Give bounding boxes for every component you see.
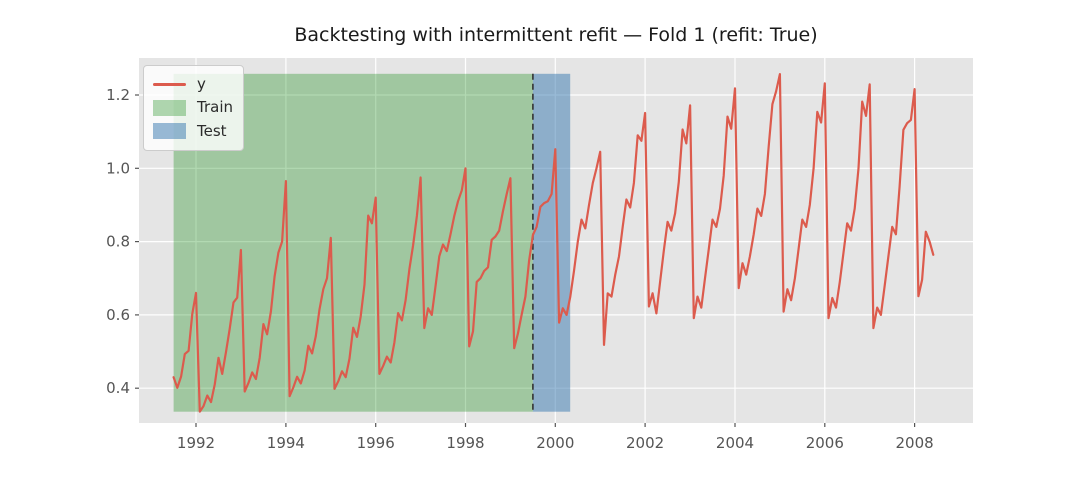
- y-line-swatch-icon: [153, 83, 186, 87]
- test-region: [532, 73, 571, 412]
- y-tick-label: 1.2: [106, 86, 130, 104]
- x-tick-label: 2000: [536, 434, 574, 452]
- x-tick-label: 1994: [267, 434, 305, 452]
- y-tick-label: 0.8: [106, 233, 130, 251]
- x-tick-label: 2002: [626, 434, 664, 452]
- legend-label-y: y: [197, 75, 206, 94]
- x-tick-label: 1992: [177, 434, 215, 452]
- legend: y Train Test: [143, 65, 244, 151]
- y-tick-label: 0.6: [106, 306, 130, 324]
- legend-item-test: Test: [153, 120, 234, 143]
- train-patch-swatch-icon: [153, 99, 186, 116]
- legend-label-train: Train: [197, 98, 233, 117]
- x-tick-label: 2008: [896, 434, 934, 452]
- legend-item-y: y: [153, 73, 234, 96]
- plot-area: 1992 1994 1996 1998 2000 2002 2004 2006 2008 0.4 0…: [106, 58, 973, 452]
- legend-item-train: Train: [153, 96, 234, 119]
- x-tick-label: 1996: [357, 434, 395, 452]
- x-tick-label: 1998: [446, 434, 484, 452]
- y-tick-label: 0.4: [106, 379, 130, 397]
- x-tick-label: 2004: [716, 434, 754, 452]
- test-patch-swatch-icon: [153, 123, 186, 140]
- legend-label-test: Test: [197, 121, 227, 140]
- y-series-line: [172, 73, 935, 413]
- chart-title: Backtesting with intermittent refit — Fo…: [294, 24, 817, 46]
- y-tick-label: 1.0: [106, 159, 130, 177]
- x-tick-label: 2006: [806, 434, 844, 452]
